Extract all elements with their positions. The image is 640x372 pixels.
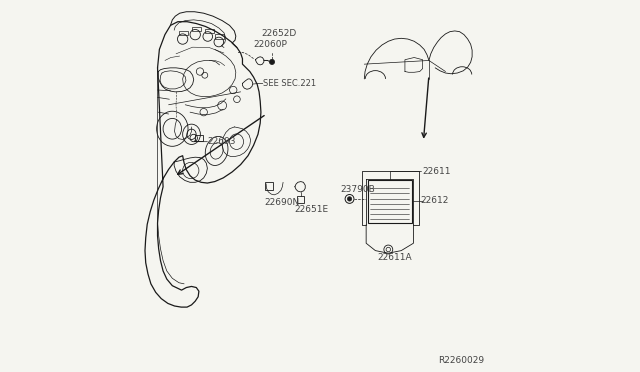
Circle shape bbox=[269, 60, 275, 64]
Text: 22612: 22612 bbox=[420, 196, 449, 205]
Text: 23790B: 23790B bbox=[340, 185, 375, 194]
Text: SEE SEC.221: SEE SEC.221 bbox=[263, 79, 316, 88]
Text: 22693: 22693 bbox=[208, 137, 236, 146]
Circle shape bbox=[348, 197, 352, 201]
Text: 22652D: 22652D bbox=[261, 29, 296, 38]
Text: 22651E: 22651E bbox=[294, 205, 328, 215]
Text: 22611A: 22611A bbox=[377, 253, 412, 263]
Text: 22611: 22611 bbox=[422, 167, 451, 176]
Text: 22060P: 22060P bbox=[253, 41, 287, 49]
Text: R2260029: R2260029 bbox=[438, 356, 484, 365]
Text: 22690N: 22690N bbox=[264, 198, 300, 207]
